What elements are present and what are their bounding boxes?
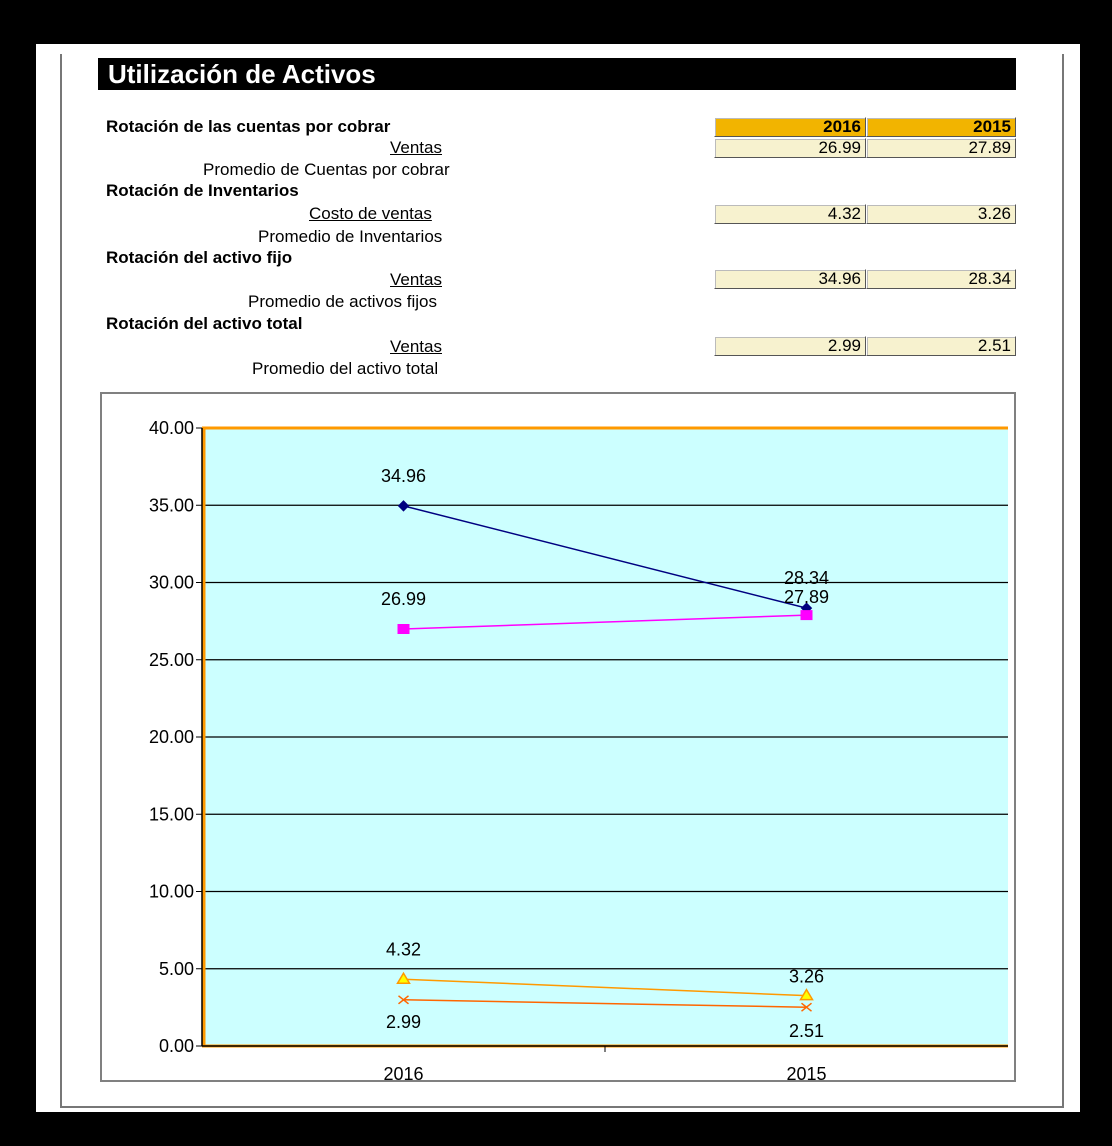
data-point (801, 1002, 812, 1012)
series-line (403, 614, 807, 630)
ratio-denominator: Promedio del activo total (252, 359, 439, 378)
ratio-denominator: Promedio de activos fijos (248, 292, 437, 311)
ratio-value-2016: 4.32 (714, 204, 866, 224)
data-point (799, 988, 814, 1001)
ratio-denominator: Promedio de Inventarios (258, 227, 443, 246)
data-label: 3.26 (789, 967, 824, 987)
line-chart: 0.00 5.00 10.00 15.00 20.00 25.00 30.00 35.00 40… (100, 392, 1016, 1082)
x-tick-label: 2015 (786, 1064, 826, 1082)
ratio-value-2015: 28.34 (866, 269, 1016, 289)
ratio-value-2015: 2.51 (866, 336, 1016, 356)
y-tick-label: 15.00 (149, 804, 194, 824)
series-line (403, 999, 807, 1008)
year-header-2016: 2016 (714, 117, 866, 137)
y-tick-label: 35.00 (149, 495, 194, 515)
ratio-value-2016: 2.99 (714, 336, 866, 356)
y-tick-label: 30.00 (149, 573, 194, 593)
ratio-numerator: Ventas (390, 138, 442, 157)
ratio-numerator: Costo de ventas (309, 204, 432, 223)
data-label: 27.89 (784, 587, 829, 607)
series-line (403, 978, 807, 997)
ratio-name: Rotación de las cuentas por cobrar (106, 117, 391, 136)
ratio-numerator: Ventas (390, 337, 442, 356)
data-point (397, 500, 410, 512)
data-label: 28.34 (784, 568, 829, 588)
data-label: 4.32 (386, 939, 421, 959)
y-tick-label: 40.00 (149, 418, 194, 438)
ratio-value-2016: 34.96 (714, 269, 866, 289)
ratio-numerator: Ventas (390, 270, 442, 289)
data-point (800, 610, 813, 621)
data-point (396, 971, 411, 985)
ratio-value-2016: 26.99 (714, 138, 866, 158)
series-line (403, 505, 807, 609)
year-header-2015: 2015 (866, 117, 1016, 137)
data-label: 2.99 (386, 1012, 421, 1032)
x-tick-label: 2016 (383, 1064, 423, 1082)
data-label: 2.51 (789, 1021, 824, 1041)
y-tick-label: 25.00 (149, 650, 194, 670)
ratio-name: Rotación del activo fijo (106, 248, 293, 267)
data-label: 26.99 (381, 589, 426, 609)
ratio-name: Rotación de Inventarios (106, 181, 299, 200)
ratio-value-2015: 27.89 (866, 138, 1016, 158)
page-title: Utilización de Activos (98, 58, 1016, 90)
ratio-value-2015: 3.26 (866, 204, 1016, 224)
y-tick-label: 10.00 (149, 882, 194, 902)
y-tick-label: 5.00 (159, 959, 194, 979)
y-tick-label: 20.00 (149, 727, 194, 747)
y-tick-label: 0.00 (159, 1036, 194, 1056)
data-label: 34.96 (381, 466, 426, 486)
ratio-denominator: Promedio de Cuentas por cobrar (203, 160, 450, 179)
sheet-area (60, 54, 1064, 1108)
data-point (397, 624, 410, 635)
data-point (398, 995, 409, 1005)
ratio-name: Rotación del activo total (106, 314, 303, 333)
